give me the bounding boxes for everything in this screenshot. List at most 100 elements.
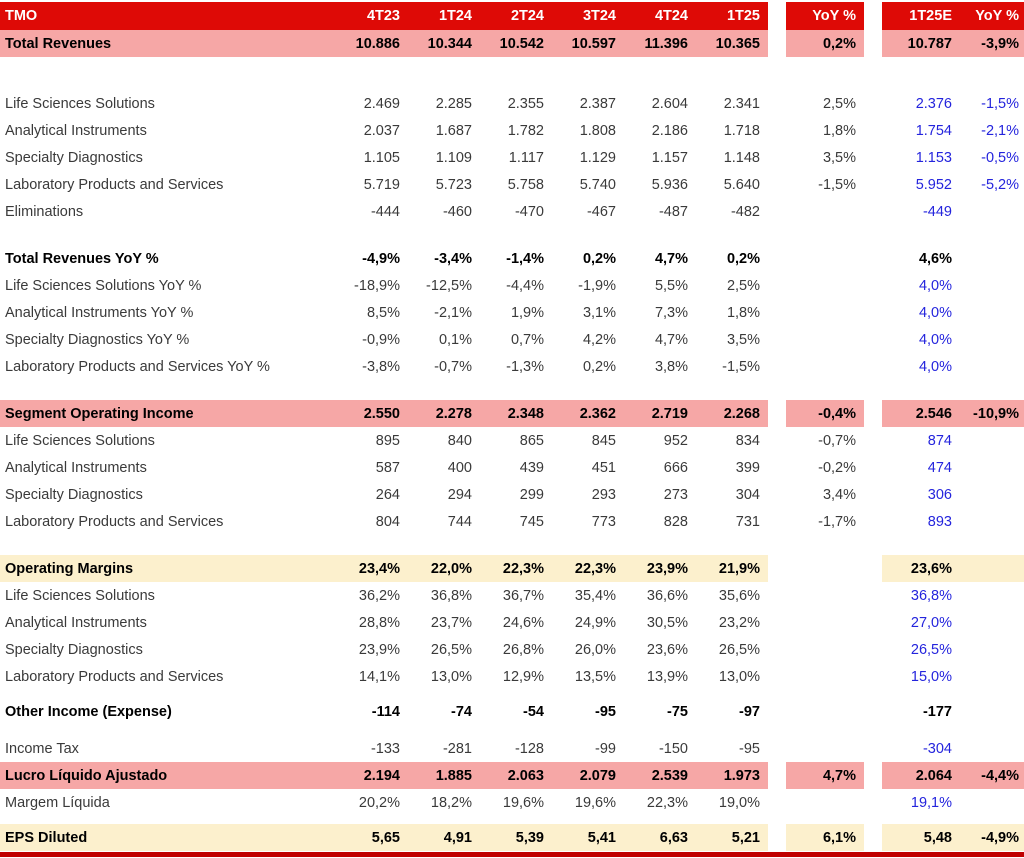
value-cell-q2: 26,5% — [430, 641, 472, 658]
yoy-cell — [786, 198, 864, 225]
value-cell-q1: -18,9% — [354, 277, 400, 294]
estimate-cell: 4,0% — [918, 331, 952, 348]
row-label: Specialty Diagnostics — [5, 486, 143, 503]
table-row: Laboratory Products and Services 14,1% 13,… — [0, 663, 1024, 690]
value-cell-q5: 828 — [663, 513, 688, 530]
table-row: Analytical Instruments YoY % 8,5% -2,1% 1,9… — [0, 299, 1024, 326]
value-cell-q4: 0,2% — [582, 250, 616, 267]
header-quarter-4: 3T24 — [552, 2, 624, 30]
value-cell-q4: 10.597 — [552, 30, 624, 57]
table-row: Income Tax -133 -281 -128 -99 -150 -95 -304 — [0, 735, 1024, 762]
estimate-cell: 15,0% — [910, 668, 952, 685]
value-cell-q2: 18,2% — [430, 794, 472, 811]
column-gap — [768, 299, 786, 326]
estimate-cell: 1.754 — [915, 122, 952, 139]
value-cell-q4: -95 — [595, 703, 616, 720]
table-row: Specialty Diagnostics YoY % -0,9% 0,1% 0,7%… — [0, 326, 1024, 353]
estimate-yoy-cell — [958, 326, 1024, 353]
value-cell-q3: 22,3% — [480, 555, 552, 582]
value-cell-q1: 2.037 — [363, 122, 400, 139]
value-cell-q4: 13,5% — [574, 668, 616, 685]
value-cell-q1: 1.105 — [363, 149, 400, 166]
table-row: Other Income (Expense) -114 -74 -54 -95 -75 -9… — [0, 698, 1024, 725]
estimate-yoy-cell — [958, 454, 1024, 481]
column-gap — [864, 272, 882, 299]
value-cell-q1: 23,4% — [336, 555, 408, 582]
column-gap — [864, 245, 882, 272]
value-cell-q6: 5.640 — [723, 176, 760, 193]
value-cell-q2: 840 — [447, 432, 472, 449]
value-cell-q6: 35,6% — [718, 587, 760, 604]
row-label: Specialty Diagnostics YoY % — [5, 331, 190, 348]
column-gap — [768, 144, 786, 171]
column-gap — [768, 481, 786, 508]
table-row: Laboratory Products and Services YoY % -3… — [0, 353, 1024, 380]
column-gap — [768, 400, 786, 427]
value-cell-q1: 5,65 — [336, 824, 408, 851]
value-cell-q3: 1.117 — [508, 149, 544, 166]
estimate-yoy-cell: -4,4% — [958, 762, 1024, 789]
row-label: Laboratory Products and Services — [5, 176, 224, 193]
table-row: Specialty Diagnostics 264 294 299 293 273 304 3… — [0, 481, 1024, 508]
value-cell-q2: 2.278 — [408, 400, 480, 427]
estimate-cell: -304 — [922, 740, 952, 757]
yoy-cell — [786, 663, 864, 690]
header-estimate-yoy: YoY % — [958, 2, 1024, 30]
value-cell-q6: 834 — [735, 432, 760, 449]
value-cell-q6: -1,5% — [722, 358, 760, 375]
value-cell-q4: -467 — [586, 203, 616, 220]
value-cell-q4: 24,9% — [574, 614, 616, 631]
value-cell-q1: 895 — [375, 432, 400, 449]
value-cell-q2: 5.723 — [435, 176, 472, 193]
estimate-yoy-cell — [958, 582, 1024, 609]
value-cell-q6: 0,2% — [726, 250, 760, 267]
estimate-cell: 4,6% — [918, 250, 952, 267]
value-cell-q1: -133 — [370, 740, 400, 757]
value-cell-q5: -487 — [658, 203, 688, 220]
yoy-cell: 3,4% — [822, 486, 856, 503]
value-cell-q2: 400 — [447, 459, 472, 476]
column-gap — [768, 117, 786, 144]
value-cell-q2: -0,7% — [434, 358, 472, 375]
column-gap — [864, 454, 882, 481]
value-cell-q1: -4,9% — [362, 250, 400, 267]
value-cell-q1: 28,8% — [358, 614, 400, 631]
value-cell-q5: 952 — [663, 432, 688, 449]
row-label: Other Income (Expense) — [5, 703, 172, 720]
value-cell-q2: 13,0% — [430, 668, 472, 685]
value-cell-q4: 35,4% — [574, 587, 616, 604]
estimate-yoy-cell — [958, 198, 1024, 225]
estimate-yoy-cell: -1,5% — [981, 95, 1019, 112]
value-cell-q2: 294 — [447, 486, 472, 503]
column-gap — [864, 508, 882, 535]
estimate-yoy-cell: -4,9% — [958, 824, 1024, 851]
value-cell-q2: 1.885 — [408, 762, 480, 789]
table-row: Laboratory Products and Services 804 744 74… — [0, 508, 1024, 535]
value-cell-q5: 3,8% — [654, 358, 688, 375]
value-cell-q3: 12,9% — [502, 668, 544, 685]
value-cell-q4: 773 — [591, 513, 616, 530]
estimate-cell: 4,0% — [918, 277, 952, 294]
yoy-cell: -0,2% — [818, 459, 856, 476]
value-cell-q5: 2.186 — [651, 122, 688, 139]
value-cell-q4: 2.387 — [579, 95, 616, 112]
value-cell-q6: 1.148 — [723, 149, 760, 166]
column-gap — [768, 789, 786, 816]
column-gap — [768, 555, 786, 582]
value-cell-q2: 0,1% — [438, 331, 472, 348]
value-cell-q5: 36,6% — [646, 587, 688, 604]
estimate-yoy-cell: -5,2% — [981, 176, 1019, 193]
row-label: Analytical Instruments — [5, 614, 147, 631]
value-cell-q2: 4,91 — [408, 824, 480, 851]
value-cell-q1: 2.469 — [363, 95, 400, 112]
estimate-cell: 19,1% — [910, 794, 952, 811]
table-row: Lucro Líquido Ajustado 2.194 1.885 2.063 2.0… — [0, 762, 1024, 789]
estimate-cell: 27,0% — [910, 614, 952, 631]
column-gap — [768, 636, 786, 663]
row-label: Laboratory Products and Services — [5, 513, 224, 530]
value-cell-q4: 1.808 — [579, 122, 616, 139]
value-cell-q6: 5,21 — [696, 824, 768, 851]
row-spacer — [0, 725, 1024, 735]
value-cell-q5: 5.936 — [651, 176, 688, 193]
value-cell-q1: 2.550 — [336, 400, 408, 427]
